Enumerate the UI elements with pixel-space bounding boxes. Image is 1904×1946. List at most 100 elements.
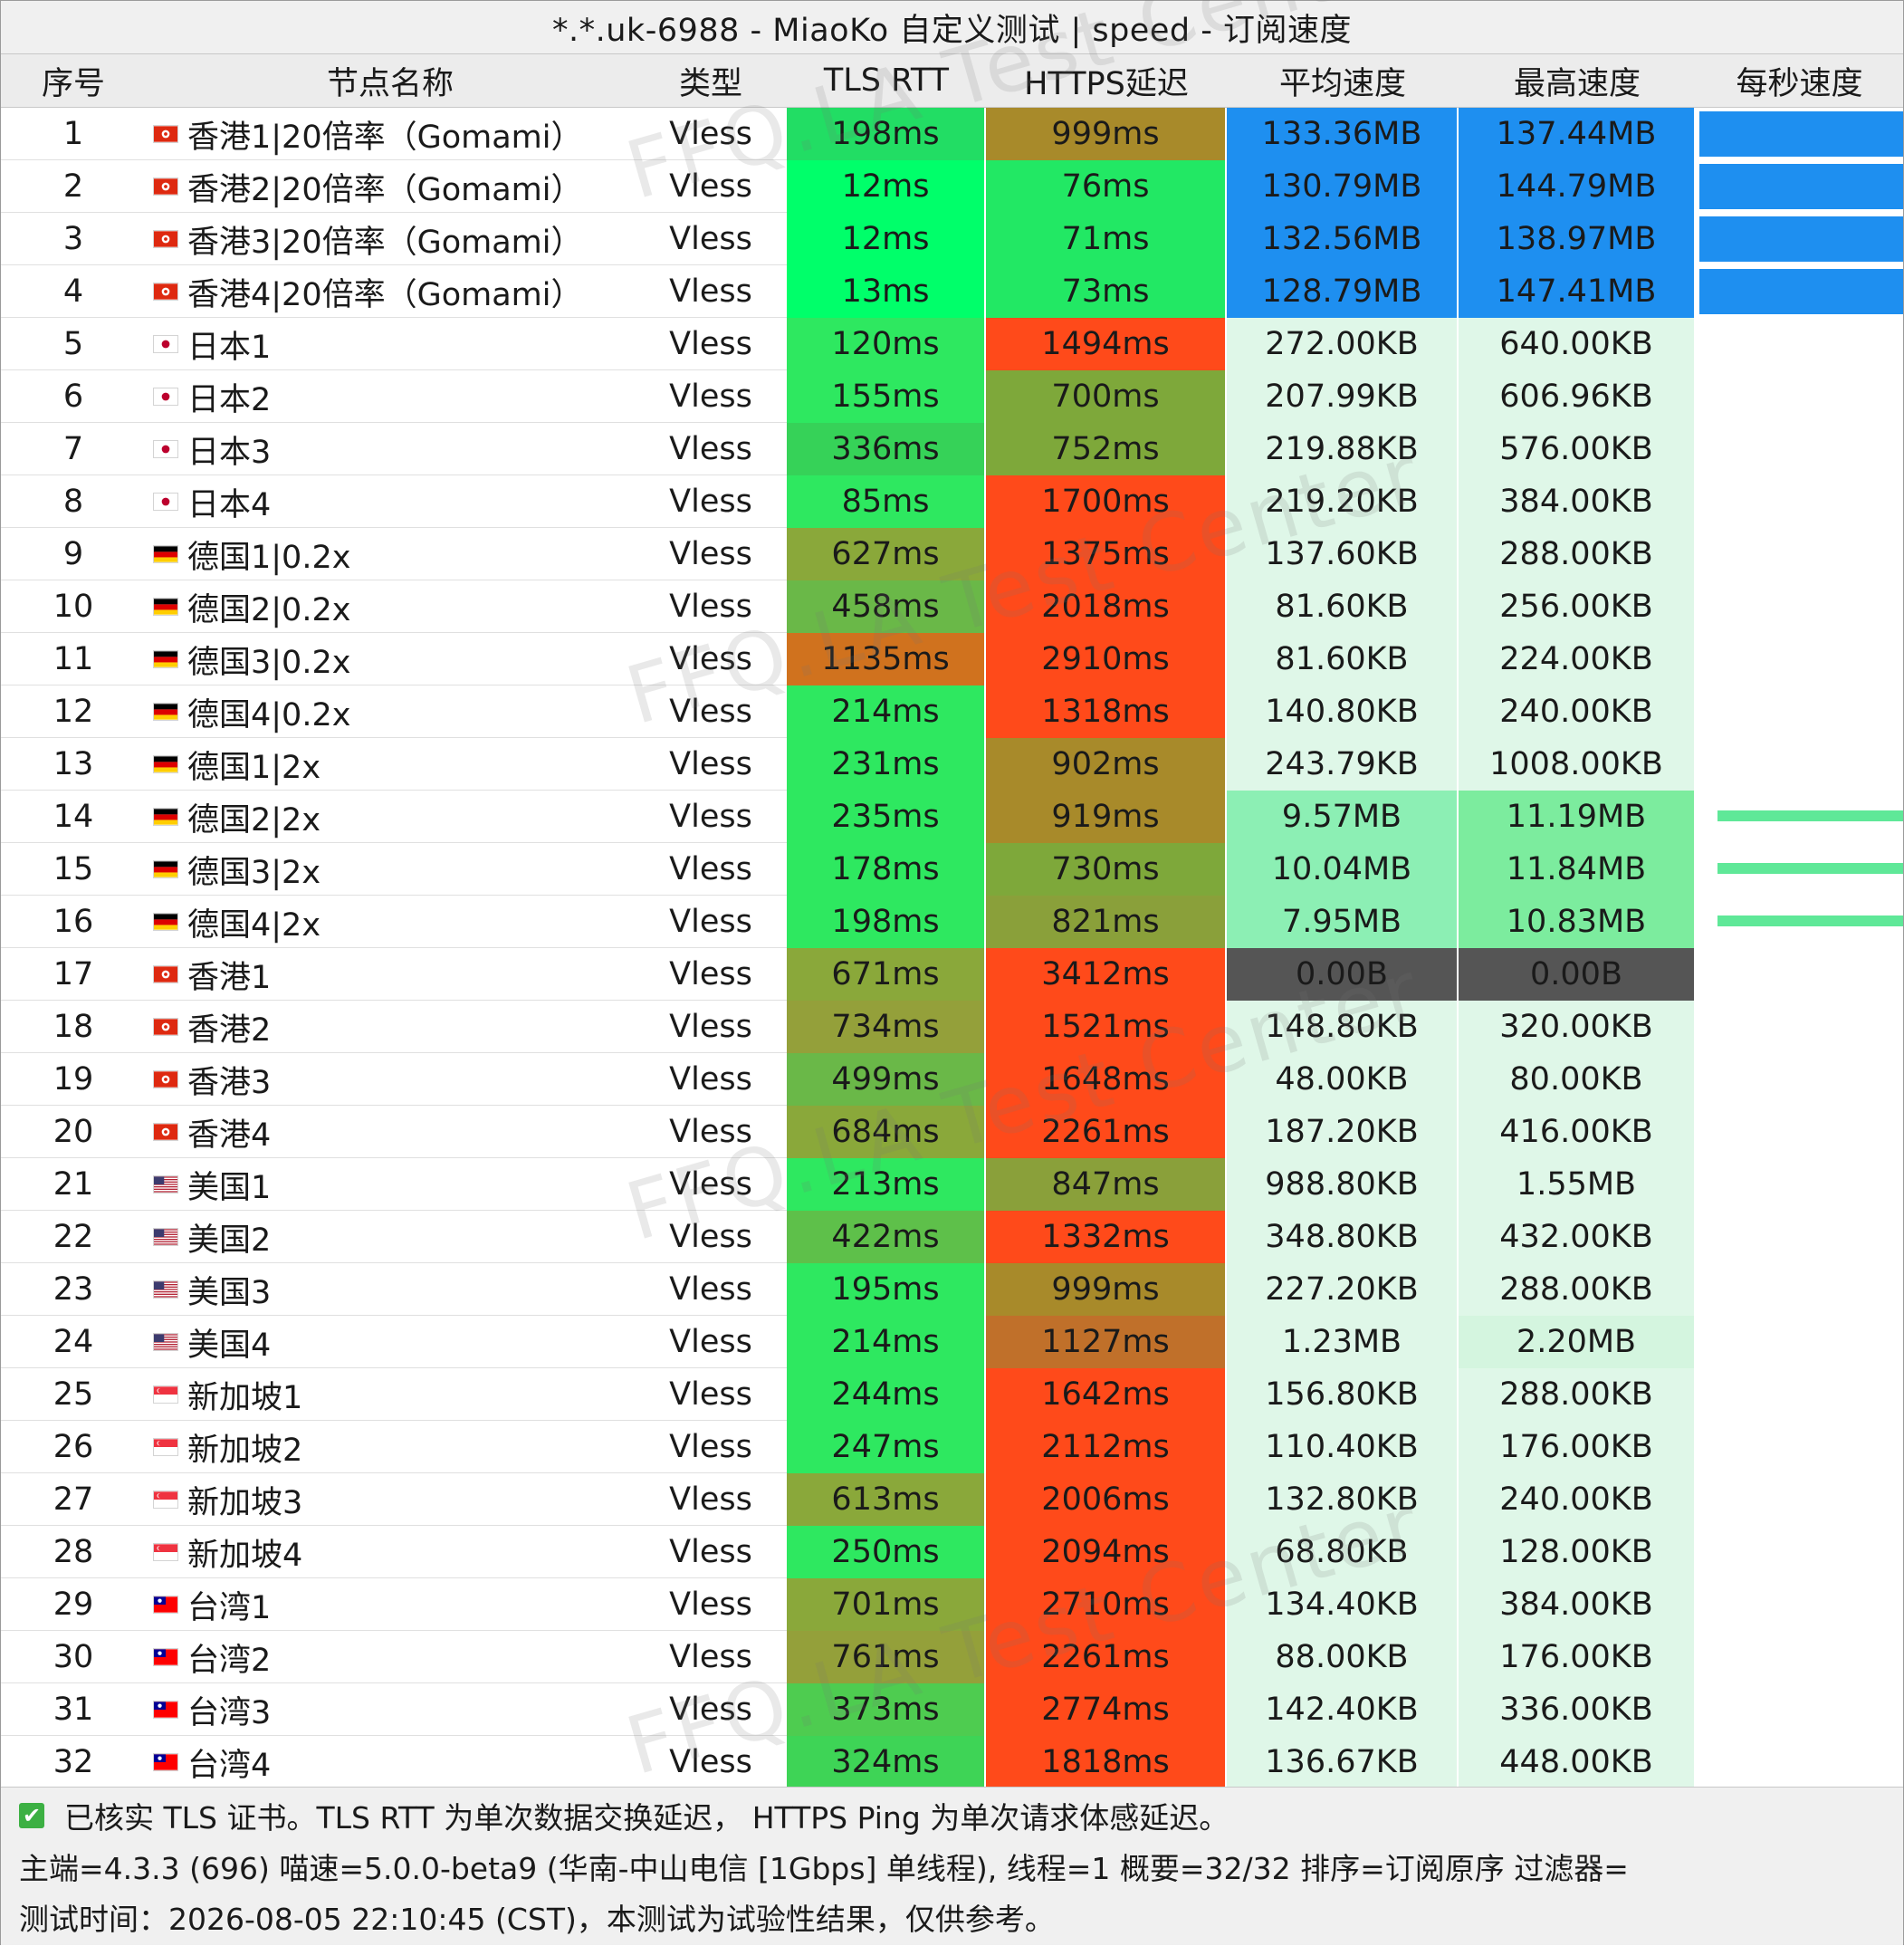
cell-max-speed: 416.00KB bbox=[1459, 1106, 1696, 1158]
row-divider bbox=[1, 1367, 789, 1368]
table-row[interactable]: 21 美国1 Vless 213ms 847ms 988.80KB 1.55MB bbox=[1, 1158, 1903, 1211]
cell-tls-rtt: 373ms bbox=[787, 1683, 986, 1736]
table-row[interactable]: 14 德国2|2x Vless 235ms 919ms 9.57MB 11.19MB bbox=[1, 791, 1903, 843]
cell-index: 8 bbox=[62, 484, 84, 520]
node-name-label: 香港2|20倍率（Gomami） bbox=[187, 171, 583, 208]
table-row[interactable]: 29 台湾1 Vless 701ms 2710ms 134.40KB 384.00KB bbox=[1, 1578, 1903, 1631]
speed-graph-bar bbox=[1717, 863, 1903, 874]
row-divider bbox=[1, 1210, 789, 1211]
cell-avg-speed: 0.00B bbox=[1227, 948, 1459, 1001]
cell-tls-rtt: 627ms bbox=[787, 528, 986, 580]
cell-per-second-speed-graph bbox=[1696, 1053, 1903, 1106]
node-name-label: 美国1 bbox=[187, 1169, 272, 1206]
row-divider bbox=[1, 842, 789, 843]
table-row[interactable]: 18 香港2 Vless 734ms 1521ms 148.80KB 320.00KB bbox=[1, 1001, 1903, 1053]
cell-max-speed: 320.00KB bbox=[1459, 1001, 1696, 1053]
node-name-label: 美国2 bbox=[187, 1222, 272, 1259]
row-divider bbox=[1, 1157, 789, 1158]
cell-tls-rtt: 671ms bbox=[787, 948, 986, 1001]
table-row[interactable]: 15 德国3|2x Vless 178ms 730ms 10.04MB 11.84MB bbox=[1, 843, 1903, 896]
cell-avg-speed: 156.80KB bbox=[1227, 1368, 1459, 1421]
cell-tls-rtt: 734ms bbox=[787, 1001, 986, 1053]
table-row[interactable]: 13 德国1|2x Vless 231ms 902ms 243.79KB 1008.00KB bbox=[1, 738, 1903, 791]
cell-index: 32 bbox=[53, 1744, 94, 1780]
cell-https-delay: 1700ms bbox=[986, 475, 1227, 528]
node-name-label: 日本2 bbox=[187, 381, 272, 418]
table-row[interactable]: 28 新加坡4 Vless 250ms 2094ms 68.80KB 128.00KB bbox=[1, 1526, 1903, 1578]
cell-index: 15 bbox=[53, 851, 94, 887]
table-row[interactable]: 24 美国4 Vless 214ms 1127ms 1.23MB 2.20MB bbox=[1, 1316, 1903, 1368]
table-row[interactable]: 31 台湾3 Vless 373ms 2774ms 142.40KB 336.00KB bbox=[1, 1683, 1903, 1736]
table-row[interactable]: 10 德国2|0.2x Vless 458ms 2018ms 81.60KB 256.00K… bbox=[1, 580, 1903, 633]
table-row[interactable]: 16 德国4|2x Vless 198ms 821ms 7.95MB 10.83MB bbox=[1, 896, 1903, 948]
cell-index: 30 bbox=[53, 1639, 94, 1675]
speed-graph-bar bbox=[1699, 111, 1903, 157]
table-row[interactable]: 23 美国3 Vless 195ms 999ms 227.20KB 288.00KB bbox=[1, 1263, 1903, 1316]
table-row[interactable]: 27 新加坡3 Vless 613ms 2006ms 132.80KB 240.00KB bbox=[1, 1473, 1903, 1526]
cell-per-second-speed-graph bbox=[1696, 843, 1903, 896]
cell-https-delay: 1494ms bbox=[986, 318, 1227, 370]
table-row[interactable]: 17 香港1 Vless 671ms 3412ms 0.00B 0.00B bbox=[1, 948, 1903, 1001]
cell-index: 23 bbox=[53, 1271, 94, 1308]
row-divider bbox=[1, 1000, 789, 1001]
table-row[interactable]: 25 新加坡1 Vless 244ms 1642ms 156.80KB 288.00KB bbox=[1, 1368, 1903, 1421]
cell-index: 12 bbox=[53, 694, 94, 730]
cell-https-delay: 1648ms bbox=[986, 1053, 1227, 1106]
table-row[interactable]: 2 香港2|20倍率（Gomami） Vless 12ms 76ms 130.79MB 14… bbox=[1, 160, 1903, 213]
flag-tw-icon bbox=[153, 1701, 187, 1719]
cell-per-second-speed-graph bbox=[1696, 1106, 1903, 1158]
cell-https-delay: 2261ms bbox=[986, 1631, 1227, 1683]
flag-de-icon bbox=[153, 598, 187, 616]
cell-per-second-speed-graph bbox=[1696, 1001, 1903, 1053]
cell-max-speed: 128.00KB bbox=[1459, 1526, 1696, 1578]
table-row[interactable]: 19 香港3 Vless 499ms 1648ms 48.00KB 80.00KB bbox=[1, 1053, 1903, 1106]
table-row[interactable]: 1 香港1|20倍率（Gomami） Vless 198ms 999ms 133.36MB… bbox=[1, 108, 1903, 160]
table-row[interactable]: 7 日本3 Vless 336ms 752ms 219.88KB 576.00KB bbox=[1, 423, 1903, 475]
cell-index: 2 bbox=[62, 168, 84, 205]
table-row[interactable]: 6 日本2 Vless 155ms 700ms 207.99KB 606.96KB bbox=[1, 370, 1903, 423]
cell-tls-rtt: 247ms bbox=[787, 1421, 986, 1473]
cell-type: Vless bbox=[669, 1061, 752, 1098]
table-row[interactable]: 5 日本1 Vless 120ms 1494ms 272.00KB 640.00KB bbox=[1, 318, 1903, 370]
cell-index: 6 bbox=[62, 379, 84, 415]
table-row[interactable]: 4 香港4|20倍率（Gomami） Vless 13ms 73ms 128.79MB 14… bbox=[1, 265, 1903, 318]
table-row[interactable]: 3 香港3|20倍率（Gomami） Vless 12ms 71ms 132.56MB 13… bbox=[1, 213, 1903, 265]
table-row[interactable]: 26 新加坡2 Vless 247ms 2112ms 110.40KB 176.00KB bbox=[1, 1421, 1903, 1473]
cell-avg-speed: 272.00KB bbox=[1227, 318, 1459, 370]
table-row[interactable]: 8 日本4 Vless 85ms 1700ms 219.20KB 384.00KB bbox=[1, 475, 1903, 528]
column-header-https-delay: HTTPS延迟 bbox=[1024, 65, 1189, 102]
cell-type: Vless bbox=[669, 694, 752, 730]
cell-https-delay: 73ms bbox=[986, 265, 1227, 318]
cell-index: 28 bbox=[53, 1534, 94, 1570]
cell-type: Vless bbox=[669, 1744, 752, 1780]
table-row[interactable]: 20 香港4 Vless 684ms 2261ms 187.20KB 416.00KB bbox=[1, 1106, 1903, 1158]
cell-per-second-speed-graph bbox=[1696, 318, 1903, 370]
window-title: *.*.uk-6988 - MiaoKo 自定义测试 | speed - 订阅速… bbox=[1, 1, 1903, 54]
cell-https-delay: 2006ms bbox=[986, 1473, 1227, 1526]
table-row[interactable]: 32 台湾4 Vless 324ms 1818ms 136.67KB 448.00KB bbox=[1, 1736, 1903, 1788]
cell-node-name: 台湾4 bbox=[146, 1736, 635, 1788]
flag-de-icon bbox=[153, 545, 187, 563]
cell-index: 25 bbox=[53, 1376, 94, 1413]
table-row[interactable]: 11 德国3|0.2x Vless 1135ms 2910ms 81.60KB 224.00… bbox=[1, 633, 1903, 685]
cell-avg-speed: 81.60KB bbox=[1227, 580, 1459, 633]
cell-type: Vless bbox=[669, 1114, 752, 1150]
cell-https-delay: 71ms bbox=[986, 213, 1227, 265]
cell-https-delay: 1318ms bbox=[986, 685, 1227, 738]
row-divider bbox=[1, 790, 789, 791]
row-divider bbox=[1, 895, 789, 896]
cell-node-name: 德国3|0.2x bbox=[146, 633, 635, 685]
flag-us-icon bbox=[153, 1228, 187, 1246]
cell-tls-rtt: 701ms bbox=[787, 1578, 986, 1631]
cell-type: Vless bbox=[669, 536, 752, 572]
table-row[interactable]: 12 德国4|0.2x Vless 214ms 1318ms 140.80KB 240.00… bbox=[1, 685, 1903, 738]
flag-de-icon bbox=[153, 860, 187, 878]
cell-node-name: 香港2 bbox=[146, 1001, 635, 1053]
cell-max-speed: 224.00KB bbox=[1459, 633, 1696, 685]
table-row[interactable]: 22 美国2 Vless 422ms 1332ms 348.80KB 432.00KB bbox=[1, 1211, 1903, 1263]
cell-avg-speed: 988.80KB bbox=[1227, 1158, 1459, 1211]
table-row[interactable]: 9 德国1|0.2x Vless 627ms 1375ms 137.60KB 288.00K… bbox=[1, 528, 1903, 580]
cell-https-delay: 1375ms bbox=[986, 528, 1227, 580]
cell-max-speed: 240.00KB bbox=[1459, 1473, 1696, 1526]
table-row[interactable]: 30 台湾2 Vless 761ms 2261ms 88.00KB 176.00KB bbox=[1, 1631, 1903, 1683]
